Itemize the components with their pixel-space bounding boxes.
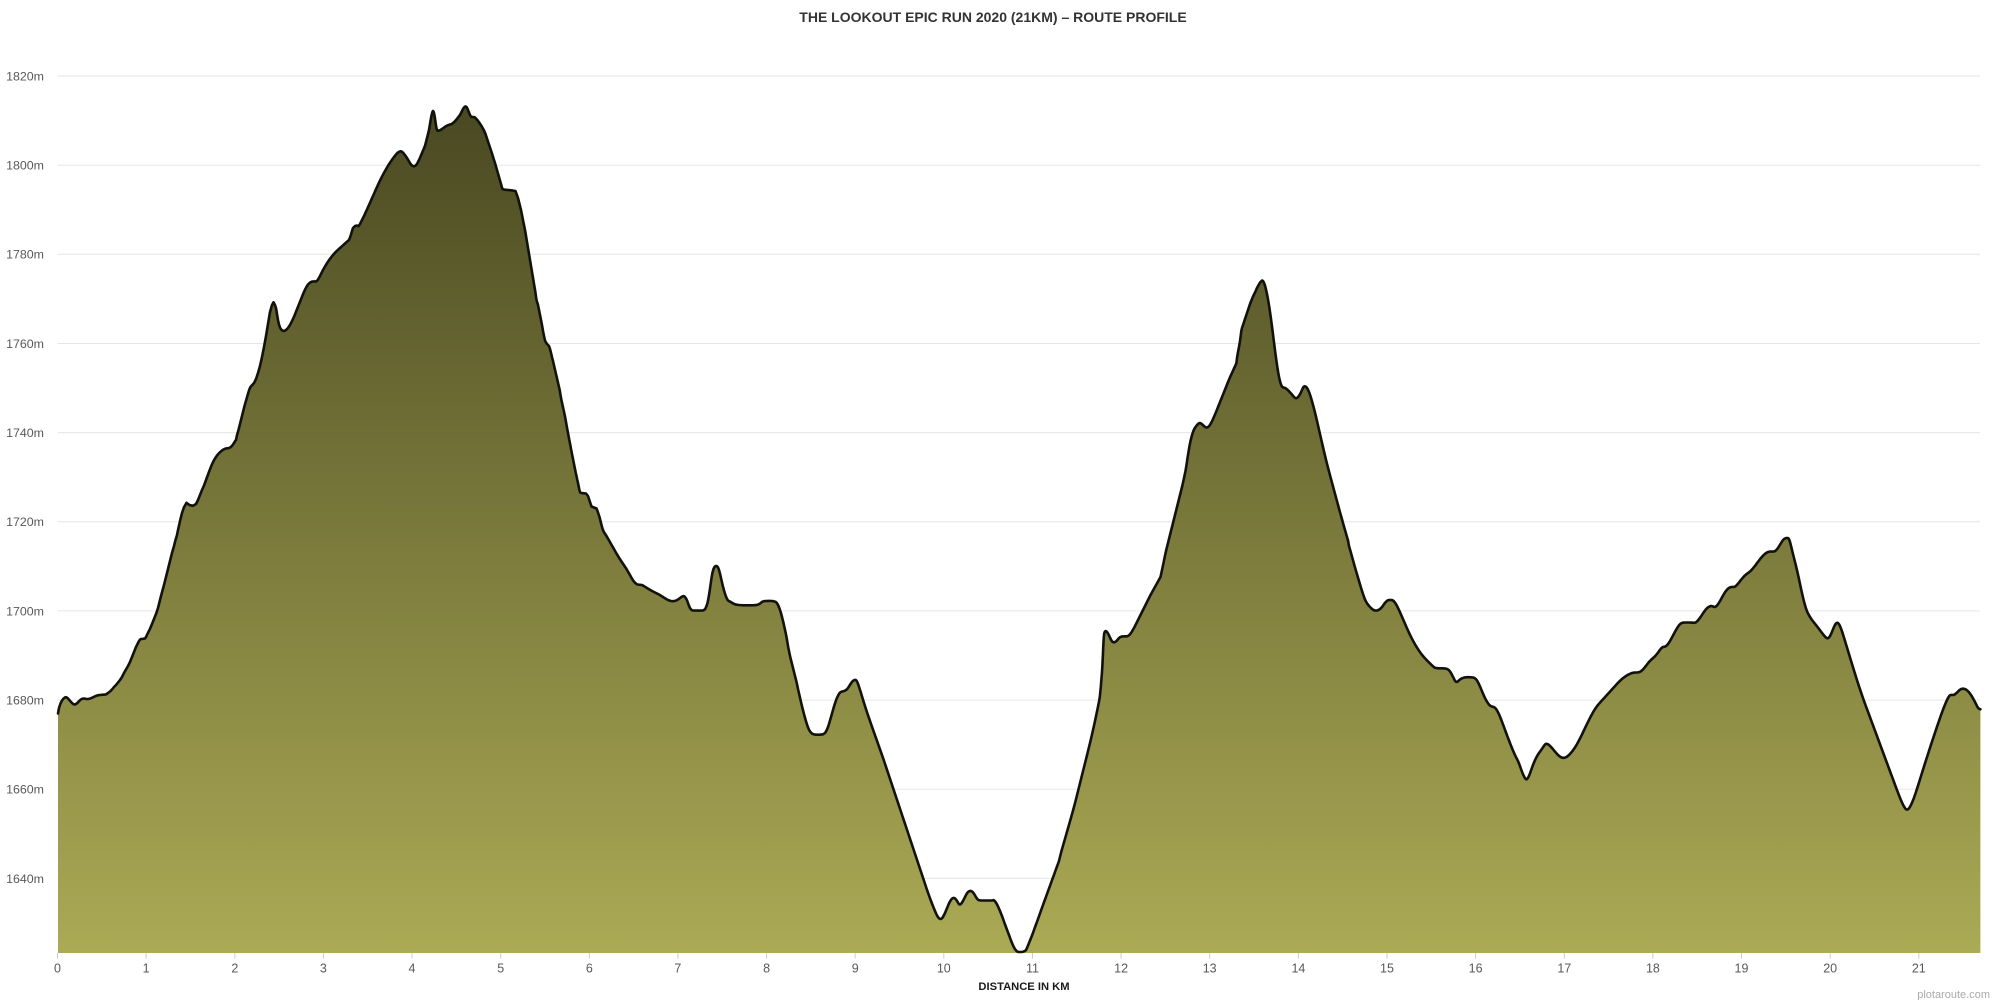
svg-text:1740m: 1740m bbox=[6, 426, 44, 440]
svg-text:1660m: 1660m bbox=[6, 783, 44, 797]
svg-text:16: 16 bbox=[1469, 962, 1483, 976]
svg-text:6: 6 bbox=[586, 962, 593, 976]
svg-text:21: 21 bbox=[1912, 962, 1926, 976]
svg-text:1: 1 bbox=[143, 962, 150, 976]
svg-text:1680m: 1680m bbox=[6, 694, 44, 708]
svg-text:15: 15 bbox=[1380, 962, 1394, 976]
svg-text:0: 0 bbox=[54, 962, 61, 976]
svg-text:plotaroute.com: plotaroute.com bbox=[1917, 989, 1990, 1000]
svg-text:1720m: 1720m bbox=[6, 515, 44, 529]
svg-text:3: 3 bbox=[320, 962, 327, 976]
svg-text:1760m: 1760m bbox=[6, 337, 44, 351]
svg-text:7: 7 bbox=[674, 962, 681, 976]
svg-text:13: 13 bbox=[1203, 962, 1217, 976]
svg-text:2: 2 bbox=[231, 962, 238, 976]
svg-text:12: 12 bbox=[1114, 962, 1128, 976]
svg-text:1800m: 1800m bbox=[6, 159, 44, 173]
svg-text:1820m: 1820m bbox=[6, 69, 44, 83]
svg-text:18: 18 bbox=[1646, 962, 1660, 976]
svg-text:10: 10 bbox=[937, 962, 951, 976]
svg-text:1700m: 1700m bbox=[6, 604, 44, 618]
svg-text:1640m: 1640m bbox=[6, 872, 44, 886]
svg-text:DISTANCE IN KM: DISTANCE IN KM bbox=[978, 981, 1069, 993]
svg-text:9: 9 bbox=[852, 962, 859, 976]
svg-text:17: 17 bbox=[1557, 962, 1571, 976]
svg-text:19: 19 bbox=[1735, 962, 1749, 976]
svg-text:11: 11 bbox=[1026, 962, 1039, 976]
svg-text:THE LOOKOUT EPIC RUN 2020 (21K: THE LOOKOUT EPIC RUN 2020 (21KM) – ROUTE… bbox=[799, 9, 1186, 25]
svg-text:8: 8 bbox=[763, 962, 770, 976]
svg-text:5: 5 bbox=[497, 962, 504, 976]
svg-text:1780m: 1780m bbox=[6, 248, 44, 262]
svg-text:20: 20 bbox=[1823, 962, 1837, 976]
svg-text:14: 14 bbox=[1291, 962, 1305, 976]
svg-text:4: 4 bbox=[409, 962, 416, 976]
